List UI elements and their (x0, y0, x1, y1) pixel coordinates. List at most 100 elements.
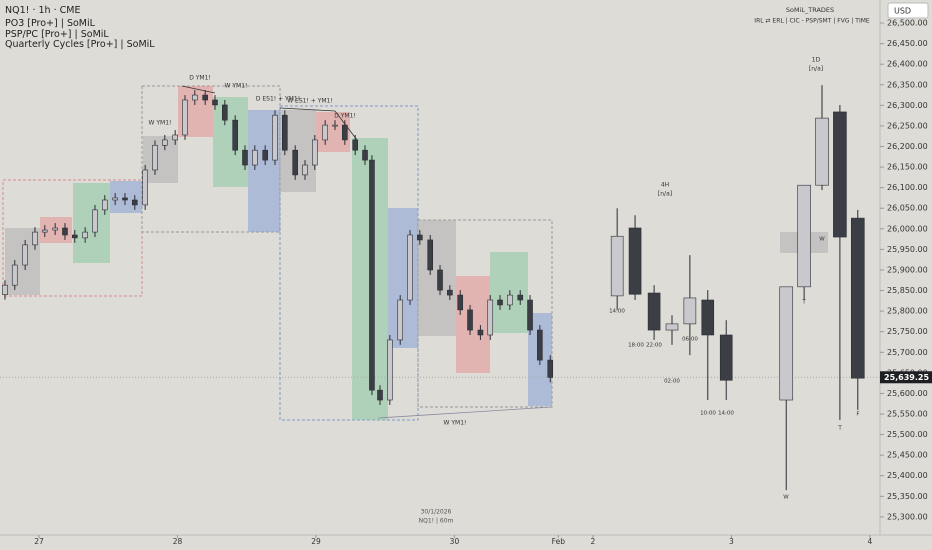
htf-label: F (856, 412, 859, 418)
candle-body (232, 119, 238, 151)
candle-body (387, 339, 393, 401)
candle-body (282, 114, 288, 151)
candle-body (547, 359, 554, 378)
candle-body (191, 94, 198, 101)
y-tick-label: 26,150.00 (887, 163, 928, 172)
candle-body (82, 231, 88, 239)
candle-body (487, 299, 494, 336)
zone (213, 97, 248, 187)
htf-label: W (783, 495, 789, 501)
candle-body (467, 309, 473, 331)
currency-button[interactable] (887, 2, 929, 19)
watermark: 30/1/2026 (421, 509, 452, 516)
htf-label: T (837, 426, 842, 432)
zone-label: W YM1! (444, 420, 467, 427)
candle-body (262, 149, 268, 161)
y-tick-label: 25,350.00 (887, 492, 928, 501)
candle-body (182, 99, 188, 136)
x-tick-label: 29 (311, 537, 321, 546)
candle-body (272, 114, 278, 161)
htf-label: W (819, 237, 825, 243)
candle-body (131, 199, 138, 206)
candle-body (647, 292, 661, 331)
y-tick-label: 26,350.00 (887, 80, 928, 89)
swing-line (377, 406, 553, 419)
candle-body (850, 217, 865, 379)
zone-label: W YM1! (225, 83, 248, 90)
indicator: PO3 [Pro+] | SoMiL (5, 18, 96, 29)
candle-body (92, 209, 98, 233)
candle-body (302, 164, 308, 176)
zone-label: D YM1! (334, 113, 356, 120)
currency[interactable]: USD (894, 7, 911, 16)
candle-body (537, 329, 543, 361)
y-tick-label: 25,300.00 (887, 512, 928, 521)
candle-body (101, 199, 108, 211)
x-tick-label: 4 (868, 537, 873, 546)
x-tick-label: 3 (729, 537, 734, 546)
y-tick-label: 26,300.00 (887, 101, 928, 110)
candle-body (779, 286, 794, 401)
candle-body (312, 139, 318, 166)
x-tick-label: 2 (591, 537, 596, 546)
candle-body (22, 244, 28, 266)
y-tick-label: 26,200.00 (887, 142, 928, 151)
x-tick-label: 30 (450, 537, 460, 546)
htf-label: 14:00 (718, 411, 734, 417)
candle-body (417, 234, 423, 241)
candle-body (683, 297, 697, 325)
candle-body (172, 134, 178, 141)
candle-body (322, 124, 329, 141)
y-tick-label: 25,550.00 (887, 410, 928, 419)
candle-body (407, 234, 413, 301)
y-tick-label: 25,900.00 (887, 265, 928, 274)
zone (456, 276, 490, 373)
zone-label: W ES1! + YM1! (287, 98, 333, 105)
y-tick-label: 25,400.00 (887, 471, 928, 480)
candle-body (71, 234, 78, 239)
symbol: NQ1! · 1h · CME (5, 5, 80, 16)
htf-label: 10:00 (700, 411, 716, 417)
candle-body (447, 289, 453, 296)
candle-body (815, 117, 829, 186)
htf-label: T (801, 300, 806, 306)
htf-label: 14:00 (609, 309, 625, 315)
tags: IRL ⇄ ERL | CIC - PSP/SMT | FVG | TIME (754, 18, 870, 25)
y-tick-label: 25,850.00 (887, 286, 928, 295)
y-tick-label: 25,450.00 (887, 451, 928, 460)
y-tick-label: 25,600.00 (887, 389, 928, 398)
candle-body (332, 124, 338, 127)
candle-body (628, 227, 642, 295)
candle-body (377, 389, 383, 401)
last-price-label: 25,639.25 (884, 373, 929, 382)
candle-body (52, 227, 58, 231)
y-tick-label: 26,400.00 (887, 60, 928, 69)
zone (143, 136, 178, 183)
candle-body (242, 149, 248, 166)
candle-body (2, 284, 8, 295)
candle-body (833, 111, 847, 238)
htf-subtitle: [n/a] (809, 66, 823, 73)
y-tick-label: 25,750.00 (887, 327, 928, 336)
candle-body (665, 323, 679, 331)
candle-body (610, 235, 624, 297)
candle-body (342, 124, 348, 141)
candle-body (701, 299, 715, 336)
y-tick-label: 26,250.00 (887, 121, 928, 130)
candle-body (457, 294, 464, 311)
candle-body (527, 299, 533, 331)
candle-body (362, 149, 368, 161)
candle-body (397, 299, 404, 341)
candle-body (112, 197, 118, 201)
htf-label: 06:00 (682, 337, 698, 343)
htf-label: 22:00 (646, 343, 662, 349)
y-tick-label: 25,500.00 (887, 430, 928, 439)
zone (73, 183, 110, 263)
candle-body (352, 139, 359, 151)
y-tick-label: 26,500.00 (887, 19, 928, 28)
last-price-tag (880, 371, 932, 384)
y-tick-label: 26,450.00 (887, 39, 928, 48)
author: SoMiL_TRADES (786, 6, 834, 14)
indicator: Quarterly Cycles [Pro+] | SoMiL (5, 39, 155, 50)
watermark: NQ1! | 60m (419, 518, 454, 525)
